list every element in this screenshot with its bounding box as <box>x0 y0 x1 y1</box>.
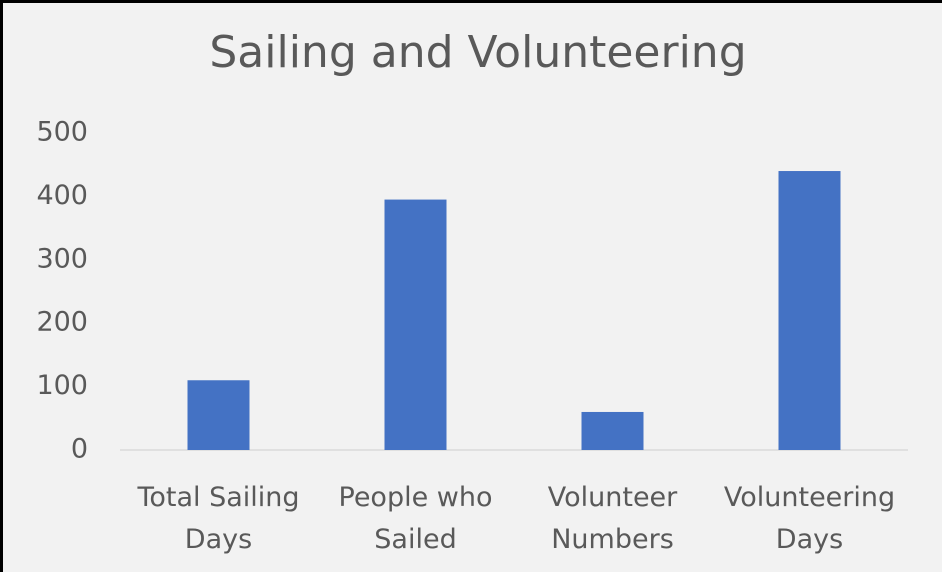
y-tick-label: 200 <box>36 307 88 338</box>
x-tick-label: People who Sailed <box>339 482 493 555</box>
x-tick-label: Total Sailing Days <box>136 482 299 555</box>
y-tick-label: 500 <box>36 117 88 148</box>
y-tick-label: 300 <box>36 243 88 274</box>
chart-title: Sailing and Volunteering <box>209 27 746 78</box>
y-tick-label: 100 <box>36 370 88 401</box>
bar <box>384 199 447 450</box>
bar <box>187 380 250 450</box>
x-tick-label: Volunteering Days <box>724 482 895 555</box>
x-tick-label: Volunteer Numbers <box>548 482 678 555</box>
y-tick-label: 0 <box>71 434 88 465</box>
y-tick-label: 400 <box>36 180 88 211</box>
bar <box>581 411 644 450</box>
bar <box>778 171 841 451</box>
